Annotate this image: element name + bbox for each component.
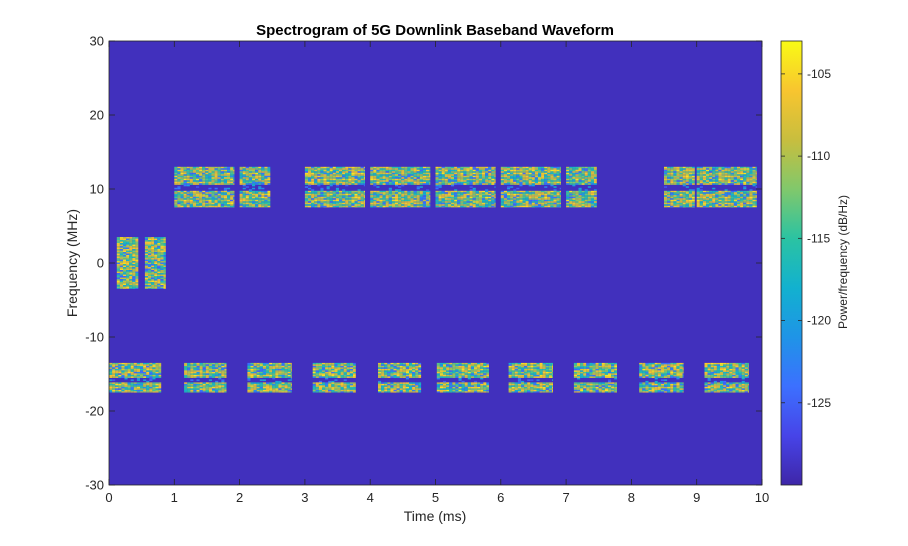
burst: [184, 362, 227, 393]
plot-background: [109, 41, 762, 485]
burst: [109, 362, 162, 393]
burst: [639, 362, 684, 393]
y-tick-label: 10: [90, 182, 104, 197]
burst: [566, 166, 597, 208]
burst: [312, 362, 356, 393]
burst: [370, 166, 431, 208]
y-tick-label: 30: [90, 34, 104, 49]
colorbar-tick-label: -115: [807, 231, 830, 245]
burst: [696, 166, 757, 208]
burst: [508, 362, 553, 393]
burst: [664, 166, 695, 208]
burst: [116, 237, 139, 289]
x-axis-label: Time (ms): [404, 508, 466, 524]
x-tick-label: 4: [367, 490, 374, 505]
x-tick-label: 1: [171, 490, 178, 505]
y-tick-label: -20: [85, 404, 104, 419]
y-tick-label: -10: [85, 330, 104, 345]
colorbar-tick-label: -110: [807, 149, 830, 163]
burst: [436, 362, 489, 393]
burst: [304, 166, 365, 208]
x-tick-label: 2: [236, 490, 243, 505]
chart-title: Spectrogram of 5G Downlink Baseband Wave…: [256, 22, 614, 39]
x-axis-ticks: 0 1 2 3 4 5 6 7 8 9 10: [105, 41, 769, 505]
burst: [704, 362, 749, 393]
burst: [144, 237, 166, 289]
colorbar-tick-label: -105: [807, 67, 831, 81]
y-axis-label: Frequency (MHz): [64, 209, 80, 317]
burst: [573, 362, 617, 393]
x-tick-label: 3: [301, 490, 308, 505]
x-tick-label: 6: [497, 490, 504, 505]
burst: [247, 362, 292, 393]
burst: [239, 166, 271, 208]
plot-area: [108, 40, 763, 486]
y-tick-label: 0: [97, 256, 104, 271]
y-tick-label: 20: [90, 108, 104, 123]
y-tick-label: -30: [85, 478, 104, 493]
x-tick-label: 7: [562, 490, 569, 505]
colorbar-ticks: -125 -120 -115 -110 -105: [781, 67, 831, 410]
x-tick-label: 10: [755, 490, 769, 505]
x-tick-label: 8: [628, 490, 635, 505]
burst: [435, 166, 496, 208]
y-axis-ticks: -30 -20 -10 0 10 20 30: [85, 34, 762, 493]
colorbar: [780, 40, 803, 486]
burst: [174, 166, 235, 208]
x-tick-label: 9: [693, 490, 700, 505]
x-tick-label: 0: [105, 490, 112, 505]
colorbar-tick-label: -120: [807, 314, 831, 328]
burst: [500, 166, 561, 208]
burst: [378, 362, 422, 393]
x-tick-label: 5: [432, 490, 439, 505]
colorbar-tick-label: -125: [807, 396, 831, 410]
colorbar-label: Power/frequency (dB/Hz): [836, 195, 850, 329]
